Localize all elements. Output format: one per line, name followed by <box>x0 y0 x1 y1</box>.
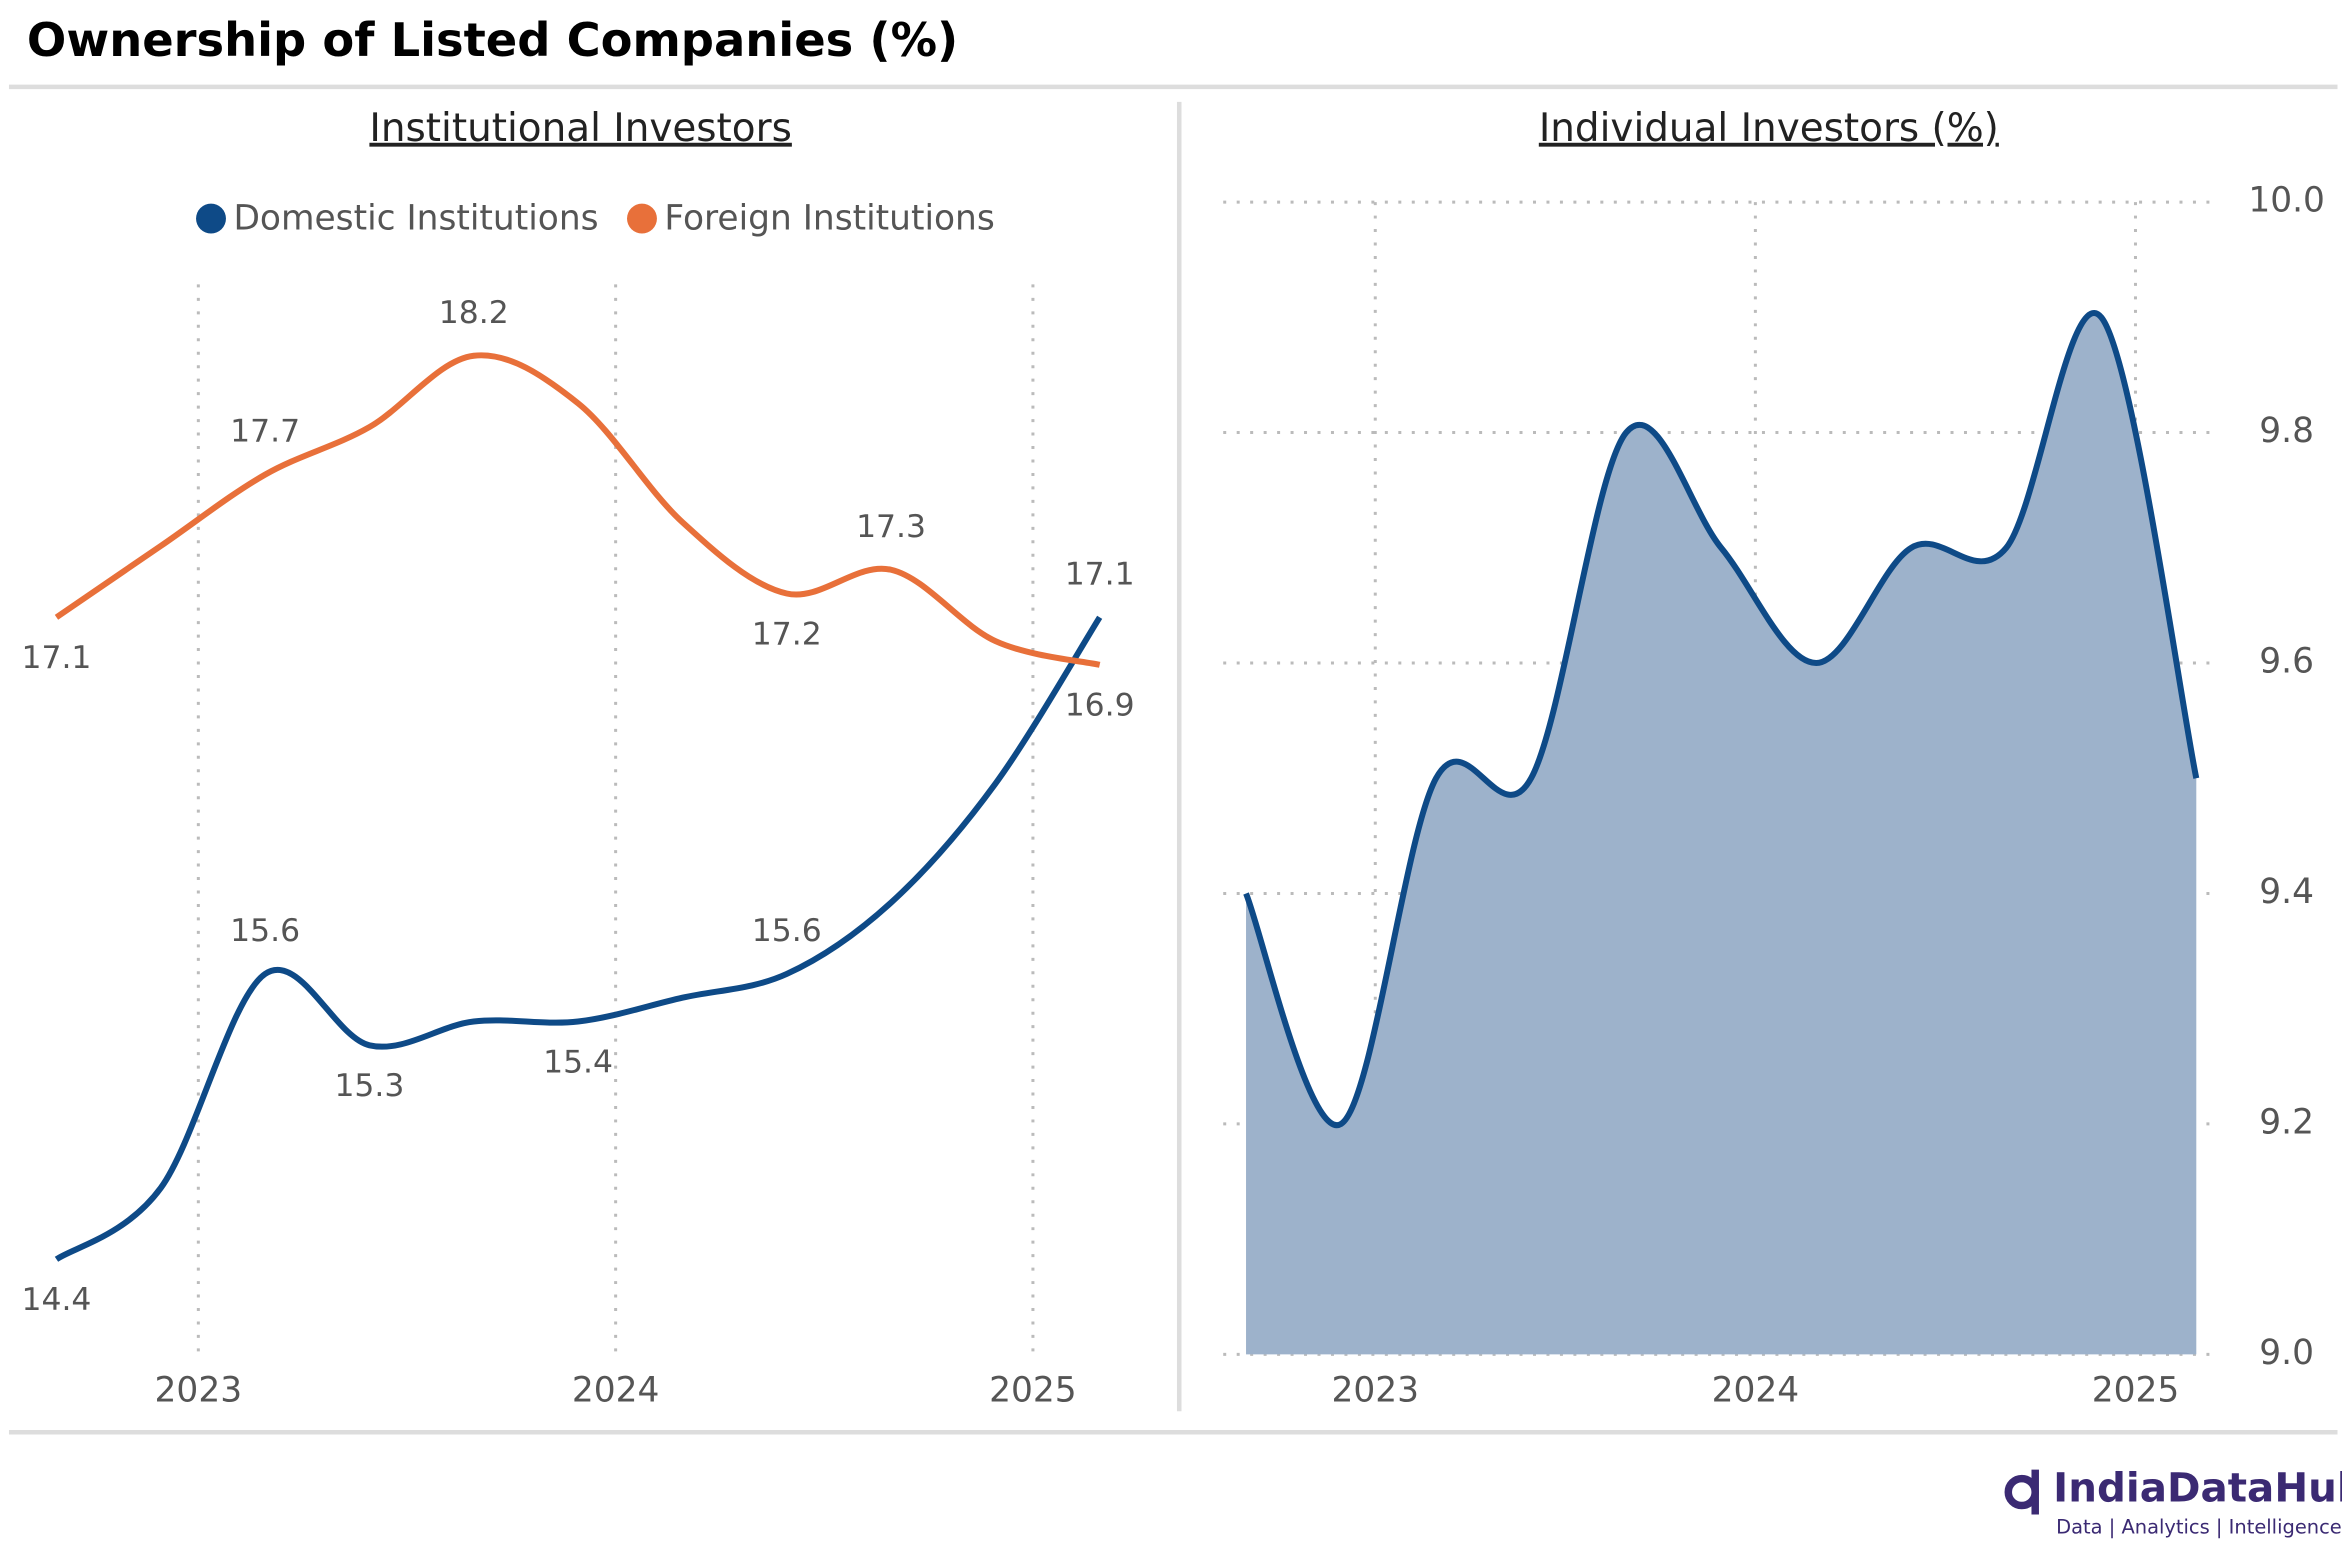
data-label: 17.1 <box>21 640 91 676</box>
y-tick-label: 10.0 <box>2248 181 2325 221</box>
data-label: 15.4 <box>543 1044 613 1080</box>
y-tick-label: 9.4 <box>2259 872 2314 912</box>
x-tick-label: 2024 <box>1712 1370 1800 1410</box>
line <box>54 615 1103 1262</box>
logo-icon <box>2004 1474 2039 1510</box>
y-tick-label: 9.6 <box>2259 642 2314 682</box>
data-label: 17.7 <box>230 414 300 450</box>
legend-label: Domestic Institutions <box>233 199 598 239</box>
data-label: 15.6 <box>752 913 822 949</box>
x-tick-label: 2025 <box>989 1370 1077 1410</box>
y-tick-label: 9.8 <box>2259 411 2314 451</box>
data-label: 15.6 <box>230 913 300 949</box>
panel: Individual Investors (%) 2023 2024 2025 9.0 9… <box>1223 106 2325 1410</box>
x-tick-label: 2023 <box>1331 1370 1419 1410</box>
data-label: 18.2 <box>439 295 509 331</box>
area <box>1246 313 2197 1355</box>
x-tick-label: 2025 <box>2092 1370 2180 1410</box>
line <box>54 352 1101 668</box>
brand: IndiaDataHub <box>2053 1464 2342 1512</box>
data-label: 16.9 <box>1065 688 1135 724</box>
data-label: 15.3 <box>334 1068 404 1104</box>
legend-marker <box>627 203 657 234</box>
chart-title: Institutional Investors <box>369 106 791 151</box>
data-label: 14.4 <box>21 1282 91 1318</box>
legend-marker <box>196 203 226 234</box>
legend-label: Foreign Institutions <box>664 199 994 239</box>
tagline: Data | Analytics | Intelligence <box>2056 1515 2342 1538</box>
line <box>1243 310 2200 1129</box>
y-tick-label: 9.0 <box>2259 1333 2314 1373</box>
data-label: 17.1 <box>1065 556 1135 592</box>
x-tick-label: 2023 <box>155 1370 243 1410</box>
data-label: 17.3 <box>856 509 926 545</box>
panel: Institutional Investors 2023 2024 2025 Domes… <box>21 106 1134 1411</box>
data-label: 17.2 <box>752 616 822 652</box>
y-tick-label: 9.2 <box>2259 1102 2314 1142</box>
chart-title: Individual Investors (%) <box>1539 106 1999 151</box>
logo: IndiaDataHub Data | Analytics | Intellig… <box>2004 1464 2342 1538</box>
x-tick-label: 2024 <box>572 1370 660 1410</box>
page-title: Ownership of Listed Companies (%) <box>27 13 958 67</box>
